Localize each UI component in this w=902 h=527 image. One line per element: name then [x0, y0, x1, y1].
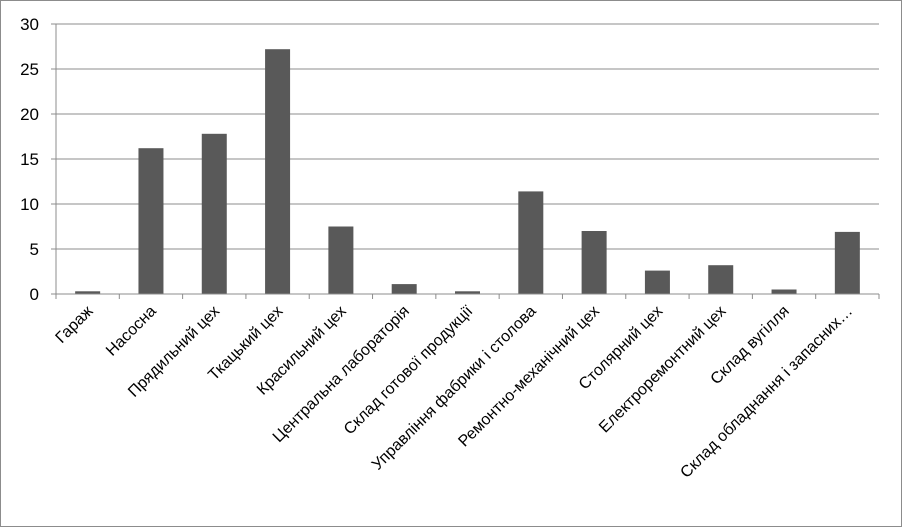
bar — [771, 289, 797, 294]
bar — [581, 231, 607, 294]
y-tick-label: 0 — [30, 285, 39, 304]
bar — [328, 226, 354, 294]
category-label: Насосна — [103, 303, 160, 360]
y-tick-label: 15 — [20, 150, 39, 169]
axes — [51, 23, 880, 299]
bars — [75, 49, 860, 295]
y-tick-label: 10 — [20, 195, 39, 214]
y-tick-label: 20 — [20, 105, 39, 124]
y-tick-label: 25 — [20, 60, 39, 79]
category-label: Електроремонтний цех — [596, 303, 729, 436]
y-tick-label: 5 — [30, 240, 39, 259]
bar — [138, 148, 164, 294]
bar — [391, 284, 417, 294]
bar — [75, 291, 101, 294]
bar — [201, 133, 227, 294]
y-tick-label: 30 — [20, 15, 39, 34]
bar — [644, 270, 670, 294]
bar — [265, 49, 291, 295]
bar — [708, 265, 734, 294]
bar — [834, 231, 860, 294]
gridlines — [56, 23, 879, 250]
bar — [518, 191, 544, 294]
category-label: Гараж — [53, 303, 97, 347]
y-tick-labels: 0 5 10 15 20 25 30 — [20, 15, 39, 304]
bar — [455, 291, 480, 294]
category-label: Склад готової продукції — [341, 302, 477, 438]
